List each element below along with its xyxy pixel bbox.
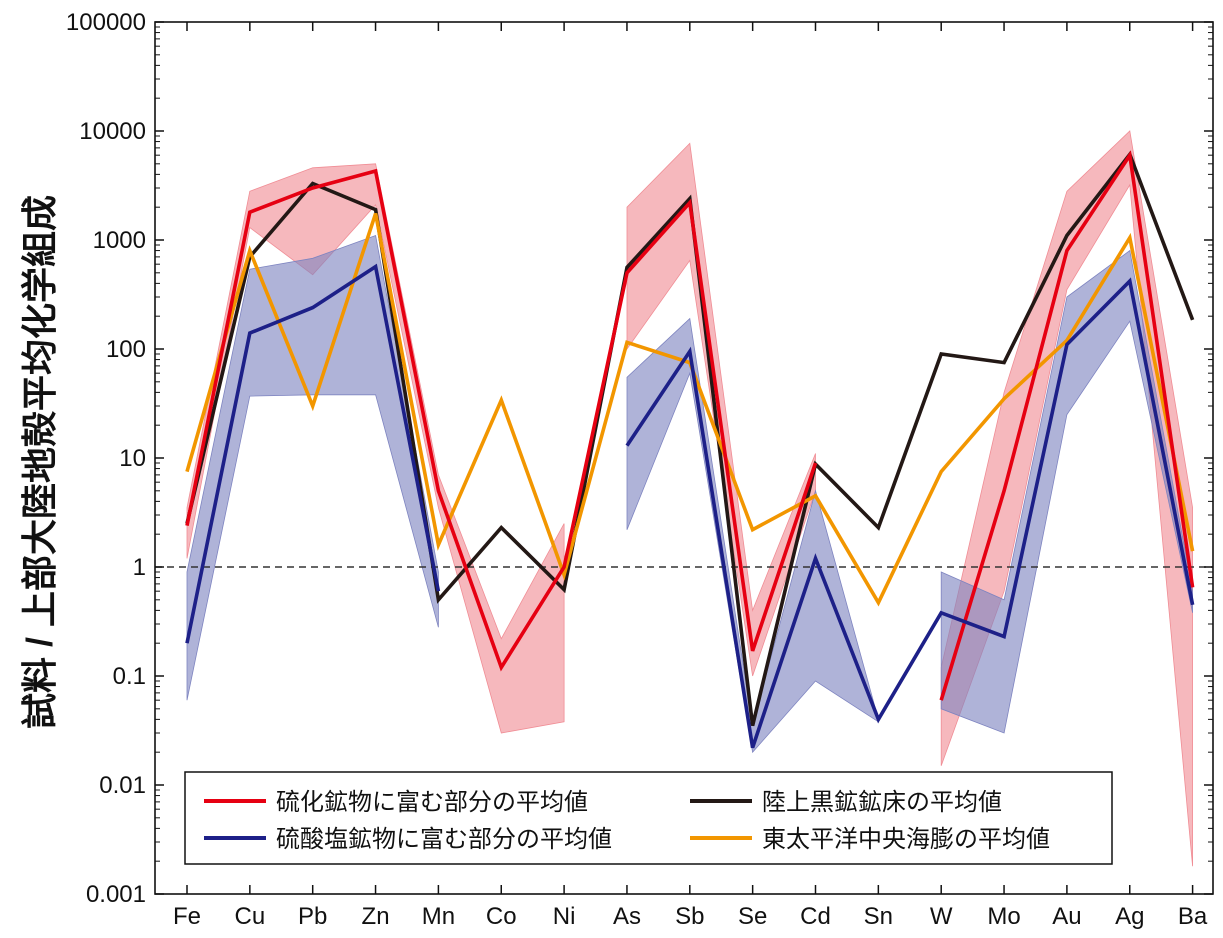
series-line-4-segment-1 (185, 263, 441, 644)
x-tick-label-zn: Zn (362, 903, 390, 930)
x-tick-label-ba: Ba (1178, 903, 1208, 930)
y-tick-label: 0.001 (86, 881, 146, 908)
x-tick-label-ni: Ni (553, 903, 576, 930)
legend-label-4: 東太平洋中央海膨の平均値 (762, 826, 1050, 853)
x-tick-label-se: Se (738, 903, 767, 930)
y-tick-label: 10000 (79, 118, 146, 145)
legend-label-2: 陸上黒鉱鉱床の平均値 (762, 789, 1002, 816)
series-line-4-segment-2 (625, 277, 1195, 749)
x-tick-label-w: W (930, 903, 953, 930)
legend-label-1: 硫化鉱物に富む部分の平均値 (276, 789, 588, 816)
legend-label-3: 硫酸塩鉱物に富む部分の平均値 (276, 826, 612, 853)
x-tick-label-cu: Cu (235, 903, 266, 930)
range-band-6 (940, 249, 1193, 734)
x-axis-ticks: Fe Cu Pb Zn Mn Co Ni As Sb Se Cd Sn W Mo Au Ag Ba (173, 22, 1208, 930)
y-tick-label: 0.01 (99, 772, 146, 799)
series-line-1-segment-1 (185, 150, 1195, 727)
y-tick-label: 1000 (93, 227, 146, 254)
range-band-4 (186, 234, 439, 701)
x-tick-label-sn: Sn (864, 903, 893, 930)
range-band-1 (186, 163, 565, 734)
y-tick-label: 0.1 (113, 663, 146, 690)
x-tick-label-mo: Mo (987, 903, 1020, 930)
range-band-3 (940, 130, 1193, 867)
legend-box (184, 771, 1113, 865)
x-tick-label-fe: Fe (173, 903, 201, 930)
y-tick-label: 1 (133, 554, 146, 581)
x-tick-label-sb: Sb (675, 903, 704, 930)
series-line-3-segment-1 (185, 168, 818, 672)
y-tick-label: 100 (106, 336, 146, 363)
series-lines (185, 150, 1195, 749)
y-axis-label: 試料 / 上部大陸地殻平均化学組成 (19, 195, 60, 729)
y-axis-ticks: 0.001 0.01 0.1 1 10 100 1000 10000 100000 (66, 9, 1213, 908)
x-tick-label-au: Au (1052, 903, 1081, 930)
y-tick-label: 10 (119, 445, 146, 472)
x-tick-label-co: Co (486, 903, 517, 930)
x-tick-label-pb: Pb (298, 903, 327, 930)
x-tick-label-cd: Cd (800, 903, 831, 930)
y-tick-label: 100000 (66, 9, 146, 36)
x-tick-label-as: As (613, 903, 641, 930)
series-line-3-segment-2 (939, 150, 1195, 701)
range-bands (186, 130, 1193, 867)
x-tick-label-ag: Ag (1115, 903, 1144, 930)
x-tick-label-mn: Mn (422, 903, 455, 930)
